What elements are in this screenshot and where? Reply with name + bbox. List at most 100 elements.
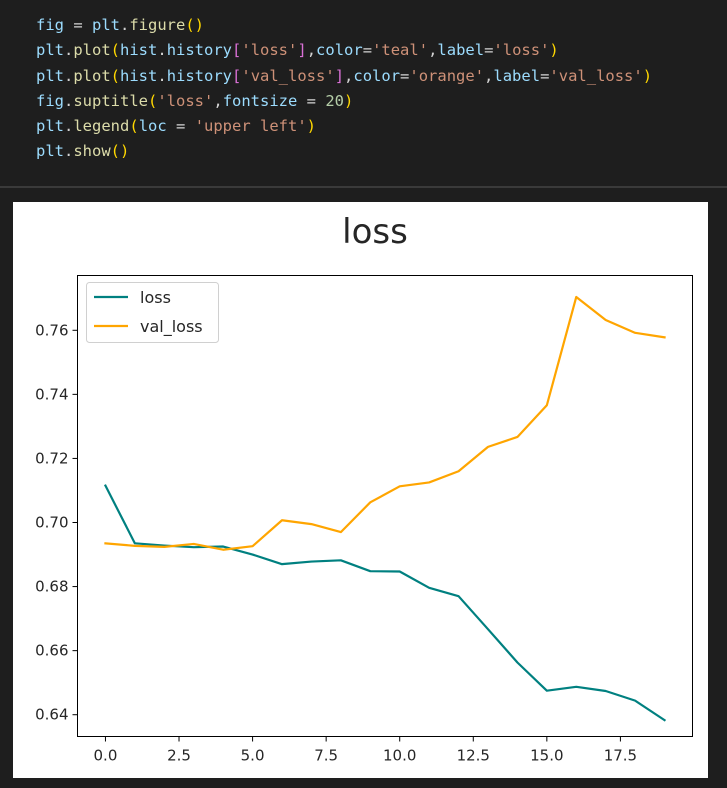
code-token: [	[232, 66, 242, 85]
cell-divider	[0, 186, 727, 188]
code-token: color	[316, 41, 363, 60]
code-token: plot	[73, 66, 111, 85]
code-token: (	[110, 66, 121, 85]
code-token: =	[64, 16, 92, 34]
code-token: (	[129, 117, 139, 136]
x-tick-label: 7.5	[314, 747, 338, 765]
x-tick-label: 10.0	[383, 747, 416, 765]
code-token: .	[120, 16, 130, 34]
code-token: plt	[36, 117, 64, 136]
code-token: (	[110, 41, 121, 60]
code-token: 'teal'	[372, 41, 429, 60]
y-tick-label: 0.70	[35, 513, 68, 531]
code-token: =	[166, 117, 195, 136]
y-axis: 0.64 0.66 0.68 0.70 0.72 0.74 0.76	[35, 321, 78, 724]
code-token: ,	[213, 91, 223, 110]
code-token: fig	[36, 16, 64, 34]
code-token: 'upper left'	[194, 117, 307, 136]
code-token: 'loss'	[493, 41, 550, 60]
code-token: loc	[138, 117, 167, 136]
legend-label-val-loss: val_loss	[140, 317, 203, 337]
code-token: ,	[344, 66, 354, 85]
code-token: =	[400, 66, 410, 85]
code-token: =	[540, 66, 550, 85]
code-token: fontsize	[222, 91, 298, 110]
code-token: legend	[73, 117, 130, 136]
code-token: color	[353, 66, 401, 85]
code-token: ]	[334, 66, 345, 85]
code-token: .	[64, 142, 74, 161]
x-tick-label: 2.5	[167, 747, 191, 765]
code-token: 'orange'	[409, 66, 485, 85]
code-token: )	[344, 91, 354, 110]
code-token: .	[157, 41, 167, 60]
code-line: plt.legend(loc = 'upper left')	[36, 114, 652, 139]
code-token: history	[166, 66, 233, 85]
code-token: ()	[110, 142, 130, 161]
code-token: hist	[120, 66, 158, 85]
y-tick-label: 0.64	[35, 706, 68, 724]
code-token: )	[549, 41, 559, 60]
code-token: suptitle	[73, 91, 148, 110]
code-token: plt	[36, 41, 64, 60]
code-line: fig = plt.figure()	[36, 13, 652, 38]
code-token: .	[64, 66, 74, 85]
x-tick-label: 5.0	[241, 747, 265, 765]
code-token: )	[642, 66, 653, 85]
code-token: 'loss'	[157, 91, 214, 110]
code-token: =	[297, 91, 326, 110]
code-token: =	[362, 41, 373, 60]
code-token: )	[306, 117, 317, 136]
code-token: figure	[129, 16, 186, 34]
legend-label-loss: loss	[140, 288, 171, 307]
y-tick-label: 0.76	[35, 321, 68, 339]
code-token: .	[64, 41, 74, 60]
code-token: show	[73, 142, 111, 161]
code-token: ,	[306, 41, 317, 60]
y-tick-label: 0.68	[35, 578, 68, 596]
x-tick-label: 15.0	[530, 747, 563, 765]
code-token: history	[166, 41, 233, 60]
code-token: 'val_loss'	[241, 66, 335, 85]
code-token: 20	[325, 91, 345, 110]
code-token: label	[493, 66, 541, 85]
code-token: .	[64, 91, 74, 110]
code-token: .	[157, 66, 167, 85]
code-token: plt	[36, 142, 64, 161]
plot-frame	[77, 275, 693, 737]
x-tick-label: 12.5	[457, 747, 490, 765]
code-token: plt	[36, 66, 64, 85]
y-tick-label: 0.66	[35, 642, 68, 660]
code-token: 'val_loss'	[549, 66, 643, 85]
code-token: (	[148, 91, 158, 110]
x-tick-label: 0.0	[94, 747, 118, 765]
code-token: ,	[428, 41, 438, 60]
code-line: plt.show()	[36, 139, 652, 164]
code-token: label	[437, 41, 485, 60]
code-cell[interactable]: fig = plt.figure() plt.plot(hist.history[…	[0, 0, 727, 186]
code-line: plt.plot(hist.history['val_loss'],color=…	[36, 64, 652, 89]
code-token: ,	[484, 66, 494, 85]
y-tick-label: 0.74	[35, 385, 68, 403]
legend: loss val_loss	[86, 282, 219, 343]
code-token: .	[64, 117, 74, 136]
code-line: plt.plot(hist.history['loss'],color='tea…	[36, 38, 652, 63]
code-token: ()	[185, 16, 205, 34]
loss-chart: loss 0.0 2.5 5.0 7.5 10.0 12.5 15.0 17.5 0.640.…	[35, 212, 693, 765]
code-token: plot	[73, 41, 111, 60]
y-tick-label: 0.72	[35, 449, 68, 467]
matplotlib-figure: loss 0.0 2.5 5.0 7.5 10.0 12.5 15.0 17.5 0.64 0.…	[13, 202, 708, 778]
code-line: fig.suptitle('loss',fontsize = 20)	[36, 89, 652, 114]
x-tick-label: 17.5	[604, 747, 637, 765]
code-token: 'loss'	[241, 41, 298, 60]
code-token: [	[232, 41, 242, 60]
code-editor[interactable]: fig = plt.figure() plt.plot(hist.history[…	[36, 13, 652, 165]
code-token: fig	[36, 91, 64, 110]
code-token: =	[484, 41, 494, 60]
code-token: ]	[297, 41, 307, 60]
series-line-val-loss	[104, 295, 666, 551]
x-axis: 0.0 2.5 5.0 7.5 10.0 12.5 15.0 17.5	[94, 736, 637, 765]
code-token: hist	[120, 41, 158, 60]
series-line-loss	[103, 484, 667, 722]
code-token: plt	[92, 16, 120, 34]
